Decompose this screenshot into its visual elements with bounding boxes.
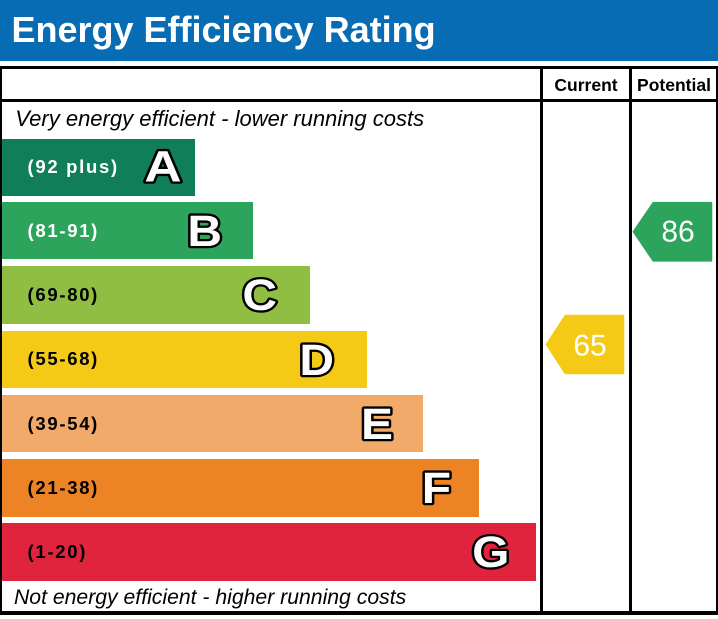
svg-text:D: D [299,336,334,385]
svg-text:B: B [187,207,222,256]
svg-text:G: G [472,528,509,577]
svg-text:C: C [242,271,277,320]
svg-text:65: 65 [573,330,606,363]
svg-text:A: A [144,142,181,191]
svg-text:F: F [422,464,451,513]
svg-text:86: 86 [661,215,694,248]
svg-text:E: E [361,400,393,449]
